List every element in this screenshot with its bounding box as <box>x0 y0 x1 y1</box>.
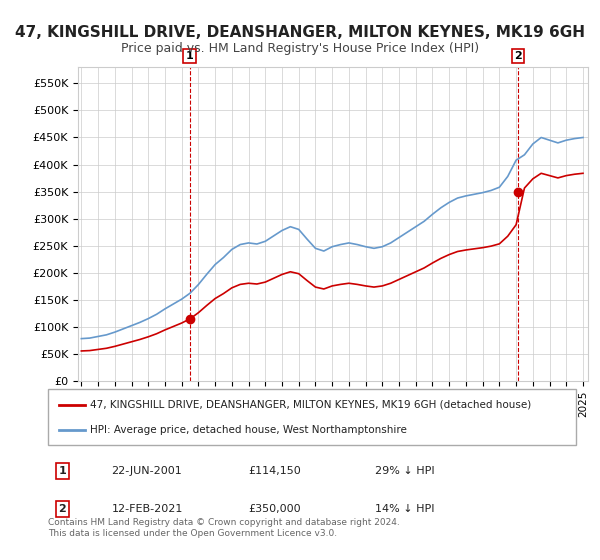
Text: 1: 1 <box>59 466 67 476</box>
Text: £350,000: £350,000 <box>248 504 301 514</box>
Text: 47, KINGSHILL DRIVE, DEANSHANGER, MILTON KEYNES, MK19 6GH: 47, KINGSHILL DRIVE, DEANSHANGER, MILTON… <box>15 25 585 40</box>
Text: 29% ↓ HPI: 29% ↓ HPI <box>376 466 435 476</box>
Text: 12-FEB-2021: 12-FEB-2021 <box>112 504 183 514</box>
Text: 14% ↓ HPI: 14% ↓ HPI <box>376 504 435 514</box>
FancyBboxPatch shape <box>48 389 576 445</box>
Text: 2: 2 <box>514 51 522 61</box>
Text: 47, KINGSHILL DRIVE, DEANSHANGER, MILTON KEYNES, MK19 6GH (detached house): 47, KINGSHILL DRIVE, DEANSHANGER, MILTON… <box>90 400 532 410</box>
Text: HPI: Average price, detached house, West Northamptonshire: HPI: Average price, detached house, West… <box>90 424 407 435</box>
Text: Contains HM Land Registry data © Crown copyright and database right 2024.
This d: Contains HM Land Registry data © Crown c… <box>48 518 400 538</box>
Text: 22-JUN-2001: 22-JUN-2001 <box>112 466 182 476</box>
Text: 1: 1 <box>185 51 193 61</box>
Text: 2: 2 <box>59 504 67 514</box>
Text: Price paid vs. HM Land Registry's House Price Index (HPI): Price paid vs. HM Land Registry's House … <box>121 42 479 55</box>
Text: £114,150: £114,150 <box>248 466 301 476</box>
